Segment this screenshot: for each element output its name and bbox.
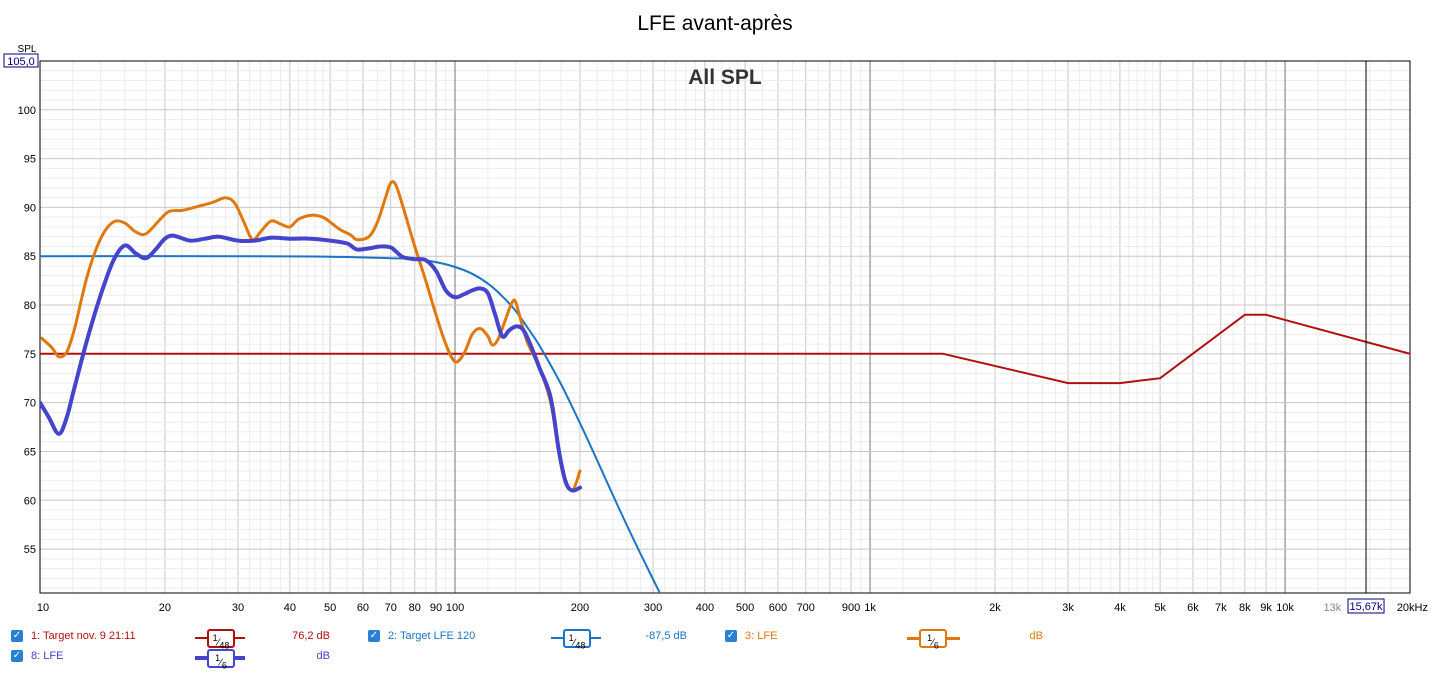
- series-line-8-lfe: [40, 233, 582, 493]
- smoothing-control[interactable]: 1⁄48: [551, 628, 601, 650]
- major-grid: [40, 60, 1410, 593]
- x-tick-label: 1k: [864, 602, 876, 614]
- x-tick-label: 50: [324, 602, 336, 614]
- smoothing-value: 1⁄6: [919, 629, 947, 650]
- y-tick-label: 60: [24, 495, 36, 507]
- frequency-response-chart[interactable]: LFE avant-après All SPL 10 20 30 40 50 60 70 80…: [0, 0, 1431, 624]
- chart-title: LFE avant-après: [637, 12, 792, 35]
- x-tick-label: 4k: [1114, 602, 1126, 614]
- legend-item-lfe-3[interactable]: ✓ 3: LFE: [725, 628, 845, 648]
- legend-value: dB: [1029, 630, 1043, 642]
- x-tick-label: 3k: [1062, 602, 1074, 614]
- legend-item-target-nov9[interactable]: ✓ 1: Target nov. 9 21:11: [11, 628, 211, 648]
- plot-frame: [39, 60, 1411, 594]
- y-top-readout-box[interactable]: [3, 53, 39, 68]
- checkbox-checked-icon[interactable]: ✓: [11, 630, 23, 642]
- checkbox-checked-icon[interactable]: ✓: [11, 650, 23, 662]
- legend-value: 76,2 dB: [292, 630, 330, 642]
- smoothing-control[interactable]: 1⁄48: [195, 628, 245, 650]
- y-axis-ticks: 55 60 65 70 75 80 85 90 95 100: [18, 105, 36, 556]
- cursor-readout[interactable]: 15,67k: [1350, 601, 1384, 613]
- smoothing-control[interactable]: 1⁄6: [195, 648, 245, 670]
- smoothing-value: 1⁄48: [207, 629, 235, 650]
- x-tick-label: 200: [571, 602, 589, 614]
- series-line-3-lfe: [40, 180, 582, 493]
- legend-item-target-lfe-120[interactable]: ✓ 2: Target LFE 120: [368, 628, 528, 648]
- smoothing-value: 1⁄48: [563, 629, 591, 650]
- x-tick-label: 5k: [1154, 602, 1166, 614]
- smoothing-value: 1⁄6: [207, 649, 235, 670]
- x-tick-label: 80: [409, 602, 421, 614]
- y-tick-label: 100: [18, 105, 36, 117]
- x-tick-label: 8k: [1239, 602, 1251, 614]
- x-tick-label: 500: [736, 602, 754, 614]
- graph-label: All SPL: [688, 66, 762, 89]
- legend: ✓ 1: Target nov. 9 21:11 1⁄48 76,2 dB ✓ …: [0, 624, 1431, 670]
- y-tick-label: 85: [24, 251, 36, 263]
- x-tick-label: 10: [37, 602, 49, 614]
- x-tick-label: 300: [644, 602, 662, 614]
- y-tick-label: 75: [24, 349, 36, 361]
- y-axis-label: SPL: [18, 44, 37, 55]
- x-tick-label: 600: [769, 602, 787, 614]
- legend-value: -87,5 dB: [645, 630, 687, 642]
- x-tick-label: 13k: [1323, 602, 1341, 614]
- x-tick-label: 10k: [1276, 602, 1294, 614]
- x-tick-label: 6k: [1187, 602, 1199, 614]
- y-tick-label: 55: [24, 544, 36, 556]
- smoothing-control[interactable]: 1⁄6: [907, 628, 960, 650]
- x-tick-label: 20kHz: [1397, 602, 1428, 614]
- y-top-readout[interactable]: 105,0: [7, 56, 35, 68]
- checkbox-checked-icon[interactable]: ✓: [368, 630, 380, 642]
- x-tick-label: 2k: [989, 602, 1001, 614]
- legend-label: 8: LFE: [31, 650, 64, 662]
- x-tick-label: 100: [446, 602, 464, 614]
- legend-label: 1: Target nov. 9 21:11: [31, 630, 136, 642]
- legend-value: dB: [316, 650, 330, 662]
- series-layer: [40, 180, 1410, 593]
- x-tick-label: 70: [385, 602, 397, 614]
- series-line-1-target-nov-9-21-11: [40, 313, 1410, 385]
- x-tick-label: 9k: [1260, 602, 1272, 614]
- x-tick-label: 7k: [1215, 602, 1227, 614]
- x-axis-ticks: 10 20 30 40 50 60 70 80 90 100 200 300 400 500 600 700 9…: [37, 602, 1428, 614]
- y-tick-label: 70: [24, 398, 36, 410]
- minor-grid: [40, 61, 1411, 593]
- y-tick-label: 80: [24, 300, 36, 312]
- x-tick-label: 30: [232, 602, 244, 614]
- y-tick-label: 65: [24, 446, 36, 458]
- x-tick-label: 20: [159, 602, 171, 614]
- x-tick-label: 60: [357, 602, 369, 614]
- cursor-readout-box[interactable]: [1347, 598, 1385, 614]
- series-line-2-target-lfe-120: [40, 255, 661, 593]
- x-tick-label: 90: [430, 602, 442, 614]
- checkbox-checked-icon[interactable]: ✓: [725, 630, 737, 642]
- legend-label: 2: Target LFE 120: [388, 630, 476, 642]
- y-tick-label: 95: [24, 154, 36, 166]
- x-tick-label: 900: [842, 602, 860, 614]
- x-tick-label: 40: [284, 602, 296, 614]
- x-tick-label: 700: [797, 602, 815, 614]
- y-tick-label: 90: [24, 202, 36, 214]
- x-tick-label: 400: [696, 602, 714, 614]
- legend-item-lfe-8[interactable]: ✓ 8: LFE: [11, 648, 131, 668]
- legend-label: 3: LFE: [745, 630, 778, 642]
